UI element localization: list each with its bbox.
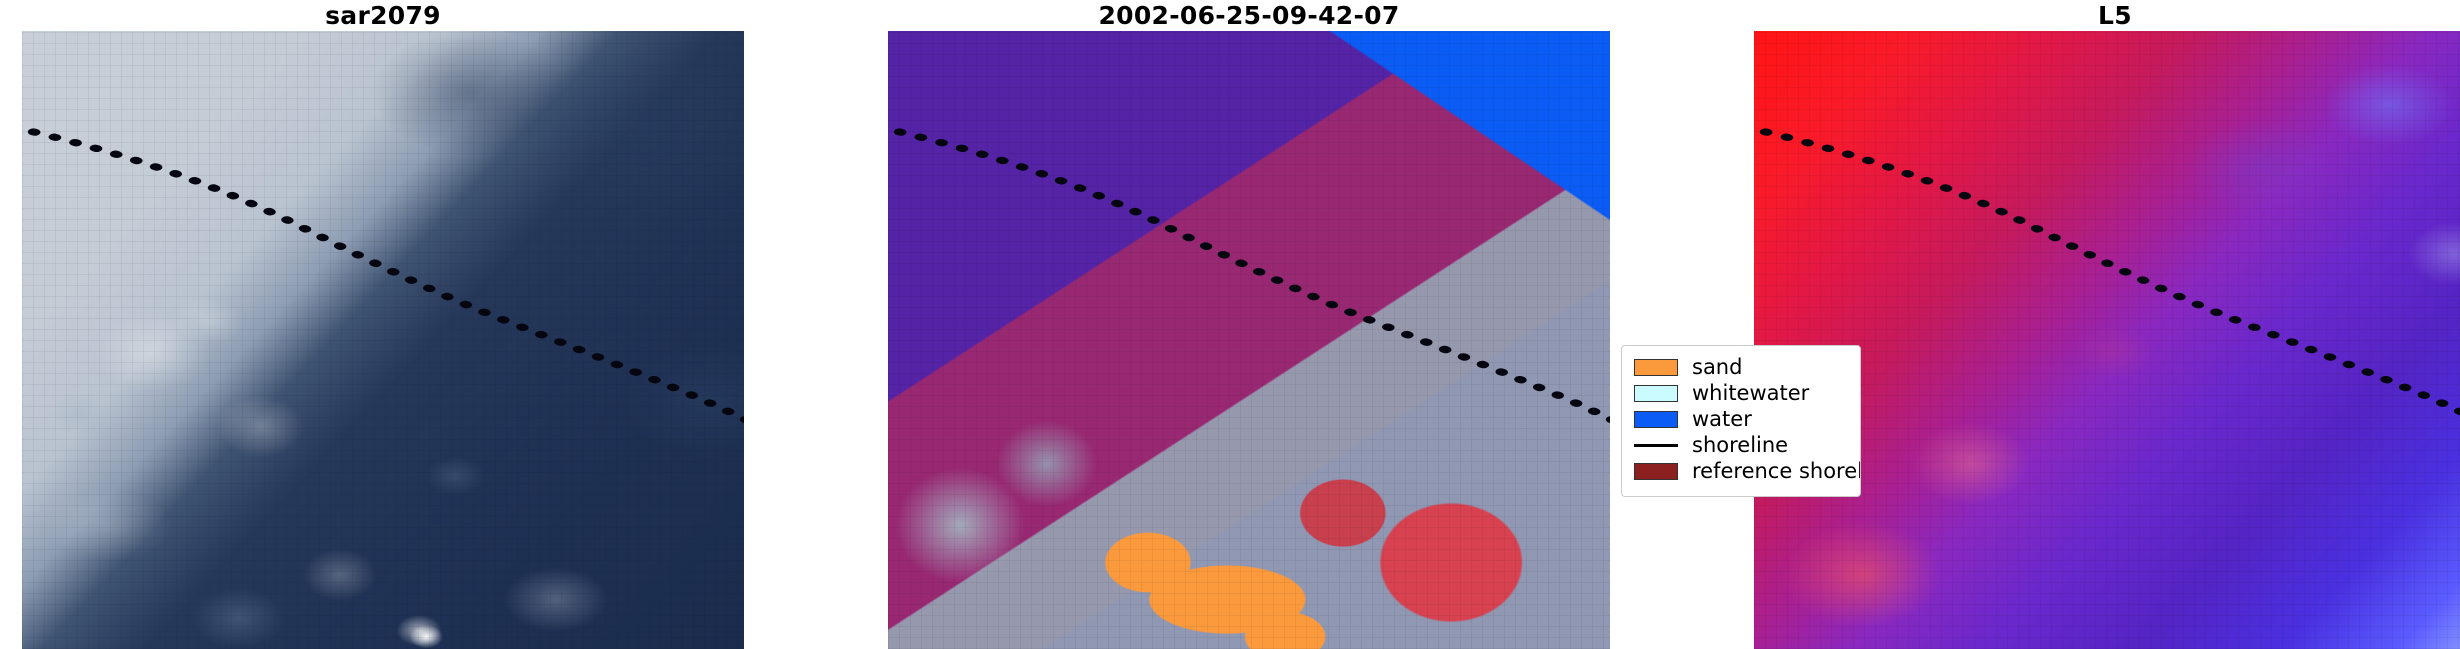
legend-box: sand whitewater water shoreline reference sh… <box>1621 345 1861 497</box>
color-swatch-icon <box>1634 462 1678 480</box>
panel-l5-image[interactable] <box>1754 31 2460 649</box>
color-swatch-icon <box>1634 358 1678 376</box>
legend-item-sand: sand <box>1634 354 1850 380</box>
panel-sar-image[interactable] <box>22 31 744 649</box>
panel-title-classified: 2002-06-25-09-42-07 <box>1098 1 1400 30</box>
legend-label: sand <box>1692 355 1743 379</box>
line-swatch-icon <box>1634 437 1678 454</box>
legend-item-whitewater: whitewater <box>1634 380 1850 406</box>
legend-label: shoreline <box>1692 433 1789 457</box>
panel-classified-image[interactable] <box>888 31 1610 649</box>
panel-title-l5: L5 <box>2098 1 2132 30</box>
legend-item-reference: reference shoreline <box>1634 458 1860 484</box>
l5-raster <box>1754 31 2460 649</box>
legend-label: whitewater <box>1692 381 1810 405</box>
panel-title-sar: sar2079 <box>325 1 441 30</box>
color-swatch-icon <box>1634 410 1678 428</box>
legend-label: reference shoreline <box>1692 459 1860 483</box>
sar-raster <box>22 31 744 649</box>
legend-item-shoreline: shoreline <box>1634 432 1850 458</box>
legend-label: water <box>1692 407 1752 431</box>
color-swatch-icon <box>1634 384 1678 402</box>
legend-item-water: water <box>1634 406 1850 432</box>
classified-raster <box>888 31 1610 649</box>
